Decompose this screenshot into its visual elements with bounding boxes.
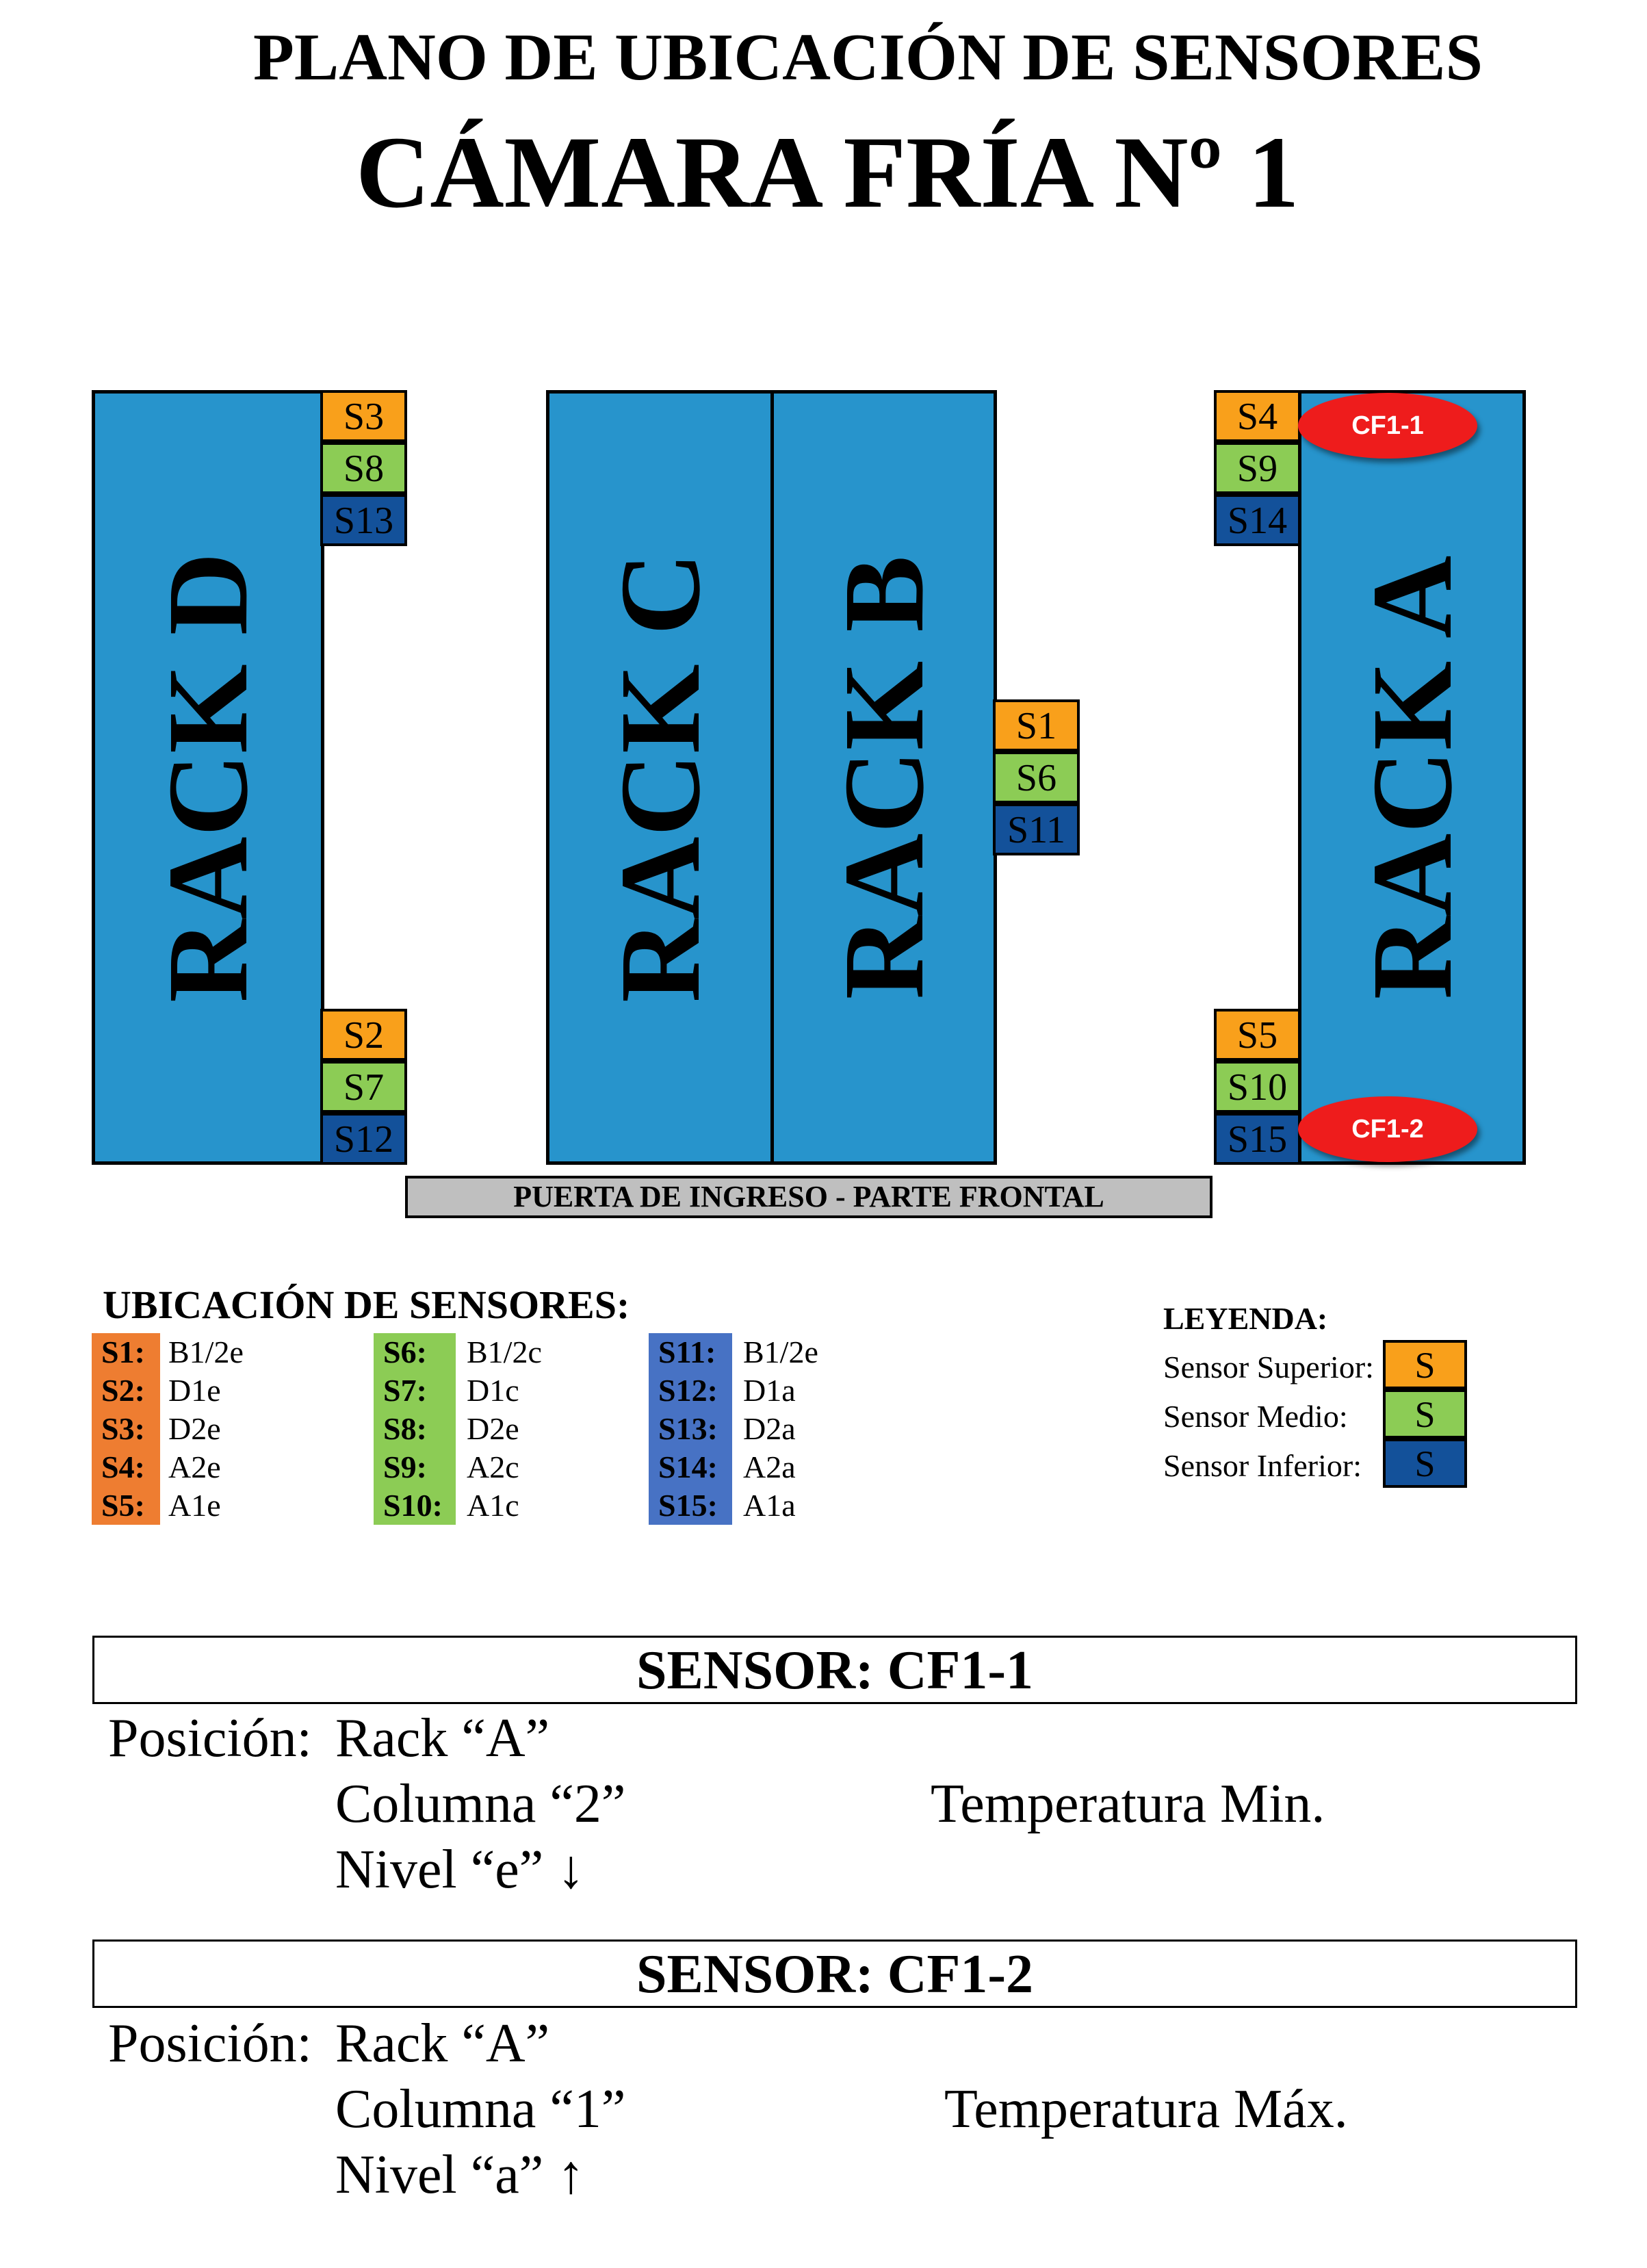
- location-code: S11:: [649, 1333, 732, 1371]
- sensor-s14[interactable]: S14: [1214, 494, 1301, 546]
- location-code: S1:: [92, 1333, 160, 1371]
- sensor-s8[interactable]: S8: [320, 442, 407, 494]
- sensor-s1[interactable]: S1: [993, 699, 1080, 751]
- legend-label-medio: Sensor Medio:: [1163, 1399, 1348, 1434]
- location-value: A2a: [743, 1449, 796, 1484]
- legend-swatch-superior: S: [1383, 1340, 1467, 1389]
- location-code: S10:: [374, 1486, 456, 1525]
- legend-label-inferior: Sensor Inferior:: [1163, 1448, 1362, 1483]
- location-code: S15:: [649, 1486, 732, 1525]
- probe-cf1-1[interactable]: CF1-1: [1298, 393, 1477, 459]
- sensor-s12[interactable]: S12: [320, 1113, 407, 1165]
- location-value: A2c: [467, 1449, 519, 1484]
- sensor-cf1-1-column: Columna “2”: [335, 1774, 626, 1834]
- location-value: A1c: [467, 1488, 519, 1523]
- sensor-cf1-2-column: Columna “1”: [335, 2079, 626, 2139]
- sensor-cf1-2-position-label: Posición:: [108, 2013, 312, 2074]
- rack-c: RACK C: [546, 390, 774, 1165]
- sensor-cf1-1-header: SENSOR: CF1-1: [92, 1636, 1577, 1704]
- sensor-s13[interactable]: S13: [320, 494, 407, 546]
- location-code: S4:: [92, 1448, 160, 1486]
- location-value: B1/2e: [743, 1335, 818, 1369]
- location-value: A1a: [743, 1488, 796, 1523]
- sensor-s11[interactable]: S11: [993, 803, 1080, 855]
- legend-swatch-inferior: S: [1383, 1439, 1467, 1488]
- rack-c-label: RACK C: [596, 552, 724, 1003]
- sensor-s9[interactable]: S9: [1214, 442, 1301, 494]
- sensor-s2[interactable]: S2: [320, 1009, 407, 1061]
- sensor-cf1-1-rack: Rack “A”: [335, 1708, 550, 1768]
- sensor-cf1-2-temperature: Temperatura Máx.: [944, 2079, 1348, 2139]
- rack-a: RACK A: [1298, 390, 1526, 1165]
- location-code: S7:: [374, 1371, 456, 1410]
- location-code: S2:: [92, 1371, 160, 1410]
- location-code: S13:: [649, 1410, 732, 1448]
- legend-label-superior: Sensor Superior:: [1163, 1350, 1374, 1384]
- location-code: S3:: [92, 1410, 160, 1448]
- location-value: D1c: [467, 1373, 519, 1408]
- entrance-door: PUERTA DE INGRESO - PARTE FRONTAL: [405, 1176, 1212, 1218]
- page-subtitle: CÁMARA FRÍA Nº 1: [356, 116, 1299, 229]
- sensor-s5[interactable]: S5: [1214, 1009, 1301, 1061]
- sensor-location-title: UBICACIÓN DE SENSORES:: [103, 1283, 630, 1327]
- location-code: S8:: [374, 1410, 456, 1448]
- sensor-cf1-1-position-label: Posición:: [108, 1708, 312, 1768]
- sensor-cf1-1-level: Nivel “e” ↓: [335, 1840, 585, 1900]
- sensor-s15[interactable]: S15: [1214, 1113, 1301, 1165]
- location-value: A2e: [168, 1449, 221, 1484]
- probe-cf1-2[interactable]: CF1-2: [1298, 1096, 1477, 1162]
- rack-b-label: RACK B: [820, 555, 948, 1000]
- sensor-s4[interactable]: S4: [1214, 390, 1301, 442]
- rack-d: RACK D: [92, 390, 324, 1165]
- location-code: S14:: [649, 1448, 732, 1486]
- location-code: S9:: [374, 1448, 456, 1486]
- location-value: D2a: [743, 1411, 796, 1446]
- sensor-s3[interactable]: S3: [320, 390, 407, 442]
- legend-swatch-medio: S: [1383, 1389, 1467, 1439]
- location-value: D1a: [743, 1373, 796, 1408]
- location-code: S5:: [92, 1486, 160, 1525]
- rack-b: RACK B: [770, 390, 997, 1165]
- location-value: A1e: [168, 1488, 221, 1523]
- sensor-cf1-1-temperature: Temperatura Min.: [931, 1774, 1325, 1834]
- page-title: PLANO DE UBICACIÓN DE SENSORES: [252, 21, 1483, 94]
- sensor-s10[interactable]: S10: [1214, 1061, 1301, 1113]
- location-value: B1/2c: [467, 1335, 542, 1369]
- location-code: S12:: [649, 1371, 732, 1410]
- location-value: D1e: [168, 1373, 221, 1408]
- sensor-cf1-2-level: Nivel “a” ↑: [335, 2145, 585, 2205]
- sensor-s6[interactable]: S6: [993, 751, 1080, 803]
- sensor-cf1-2-header: SENSOR: CF1-2: [92, 1940, 1577, 2008]
- sensor-s7[interactable]: S7: [320, 1061, 407, 1113]
- rack-a-label: RACK A: [1348, 555, 1476, 1000]
- location-value: B1/2e: [168, 1335, 244, 1369]
- location-value: D2e: [467, 1411, 519, 1446]
- legend-title: LEYENDA:: [1163, 1301, 1328, 1336]
- rack-d-label: RACK D: [144, 552, 272, 1003]
- location-code: S6:: [374, 1333, 456, 1371]
- location-value: D2e: [168, 1411, 221, 1446]
- sensor-cf1-2-rack: Rack “A”: [335, 2013, 550, 2074]
